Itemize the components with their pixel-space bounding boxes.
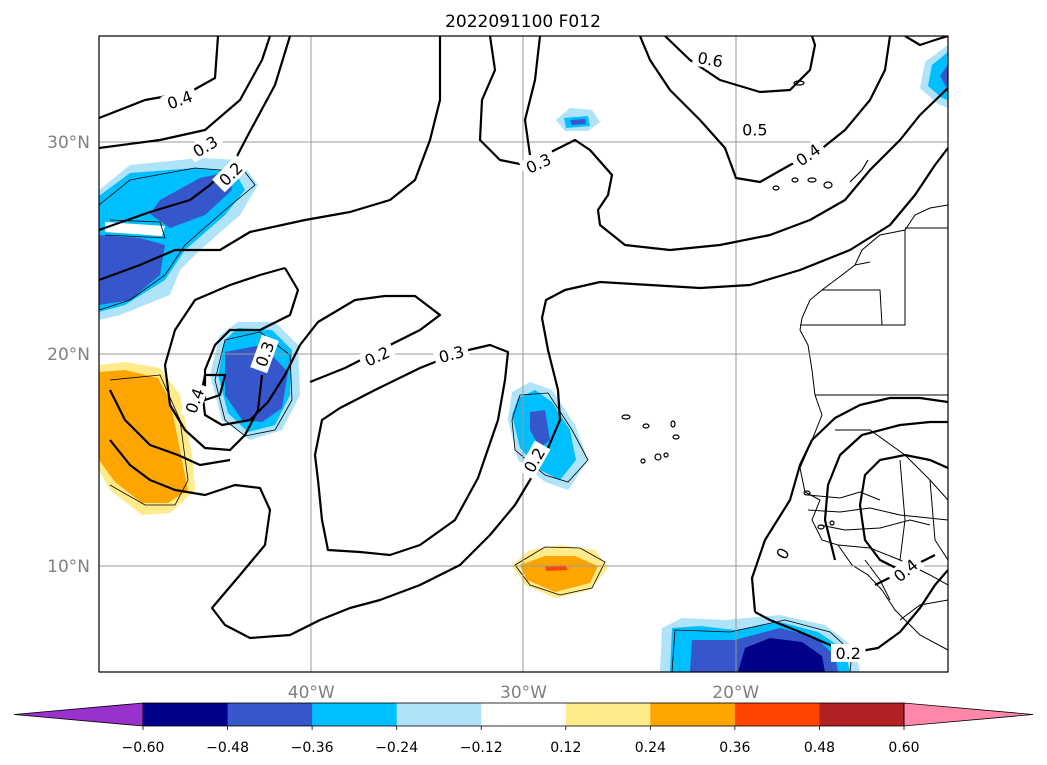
colorbar-swatch <box>227 703 313 726</box>
colorbar-tick-label: 0.60 <box>888 740 919 756</box>
contour-label-bg <box>886 552 925 589</box>
colorbar-tick-label: 0.12 <box>550 740 581 756</box>
y-tick-label: 20°N <box>47 345 90 365</box>
colorbar-tick-label: −0.48 <box>206 740 249 756</box>
contour-label-bg <box>770 542 795 565</box>
contour-label-bg <box>212 155 250 193</box>
colorbar-tick-label: −0.36 <box>291 740 334 756</box>
map-panel: 0.40.30.20.60.50.40.30.2 0.30.30.40.20.20… <box>99 36 948 672</box>
coastlines <box>799 204 948 651</box>
contour-label-bg <box>517 440 551 480</box>
contour-label-bg <box>250 334 279 374</box>
colorbar-tick-label: 0.36 <box>719 740 750 756</box>
islands <box>621 80 869 530</box>
colorbar-extend-high <box>903 702 1034 727</box>
contour-label: 0.3 <box>518 147 558 179</box>
x-tick-labels: 40°W 30°W 20°W <box>288 683 760 703</box>
gridlines <box>99 36 948 672</box>
x-tick-label: 20°W <box>712 683 759 703</box>
map-frame <box>98 35 949 673</box>
contour-label-text: 0.5 <box>742 120 767 139</box>
contour-label-bg <box>432 340 471 368</box>
colorbar-swatch <box>819 703 905 726</box>
contour-label-bg <box>788 137 828 172</box>
contour-label-bg <box>180 381 209 420</box>
y-tick-label: 10°N <box>47 557 90 577</box>
colorbar-frame <box>142 702 905 727</box>
contour-label: 0.6 <box>691 47 729 72</box>
y-tick-labels: 10°N 20°N 30°N <box>47 133 90 577</box>
colorbar-swatch <box>481 703 567 726</box>
contour-label: 0.3 <box>250 334 279 374</box>
contour-label: 0.4 <box>788 137 828 172</box>
contour-label: 0.3 <box>432 340 471 368</box>
contour-label-bg <box>737 120 773 139</box>
chart-title: 2022091100 F012 <box>445 12 601 32</box>
colorbar-swatch <box>312 703 398 726</box>
contour-label-bg <box>160 85 199 114</box>
colorbar-swatch <box>565 703 651 726</box>
colorbar-tick-label: −0.12 <box>460 740 503 756</box>
contour-label-text: 0.6 <box>696 48 724 71</box>
colorbar-swatch <box>734 703 820 726</box>
contour-label-bg <box>691 47 729 72</box>
colorbar-swatch <box>650 703 736 726</box>
colorbar-swatch <box>143 703 229 726</box>
colorbar: −0.60 −0.48 −0.36 −0.24 −0.12 0.12 0.24 0.36 0.4… <box>13 702 1034 756</box>
colorbar-extend-low <box>13 702 144 727</box>
contour-label: 0.4 <box>160 85 199 114</box>
contour-label-bg <box>830 643 866 662</box>
contour-label-text: 0.3 <box>437 342 467 367</box>
x-tick-label: 40°W <box>288 683 335 703</box>
contour-label-bg <box>518 147 558 179</box>
contour-label: 0 <box>770 542 795 565</box>
contour-label: 0.2 <box>357 340 397 372</box>
colorbar-swatch <box>396 703 482 726</box>
contour-label: 0.2 <box>830 643 866 663</box>
colorbar-tick-label: −0.60 <box>122 740 165 756</box>
contour-label-bg <box>185 129 225 163</box>
colorbar-tick-label: 0.48 <box>804 740 835 756</box>
colorbar-tick-label: −0.24 <box>375 740 418 756</box>
contour-label-bg <box>357 340 397 372</box>
colorbar-tick-label: 0.24 <box>635 740 666 756</box>
x-tick-label: 30°W <box>500 683 547 703</box>
contour-label: 0.5 <box>737 120 773 139</box>
anomaly-outlines <box>99 167 853 672</box>
contour-label: 0.4 <box>886 552 925 589</box>
y-tick-label: 30°N <box>47 133 90 153</box>
contour-label-text: 0.2 <box>836 644 861 663</box>
